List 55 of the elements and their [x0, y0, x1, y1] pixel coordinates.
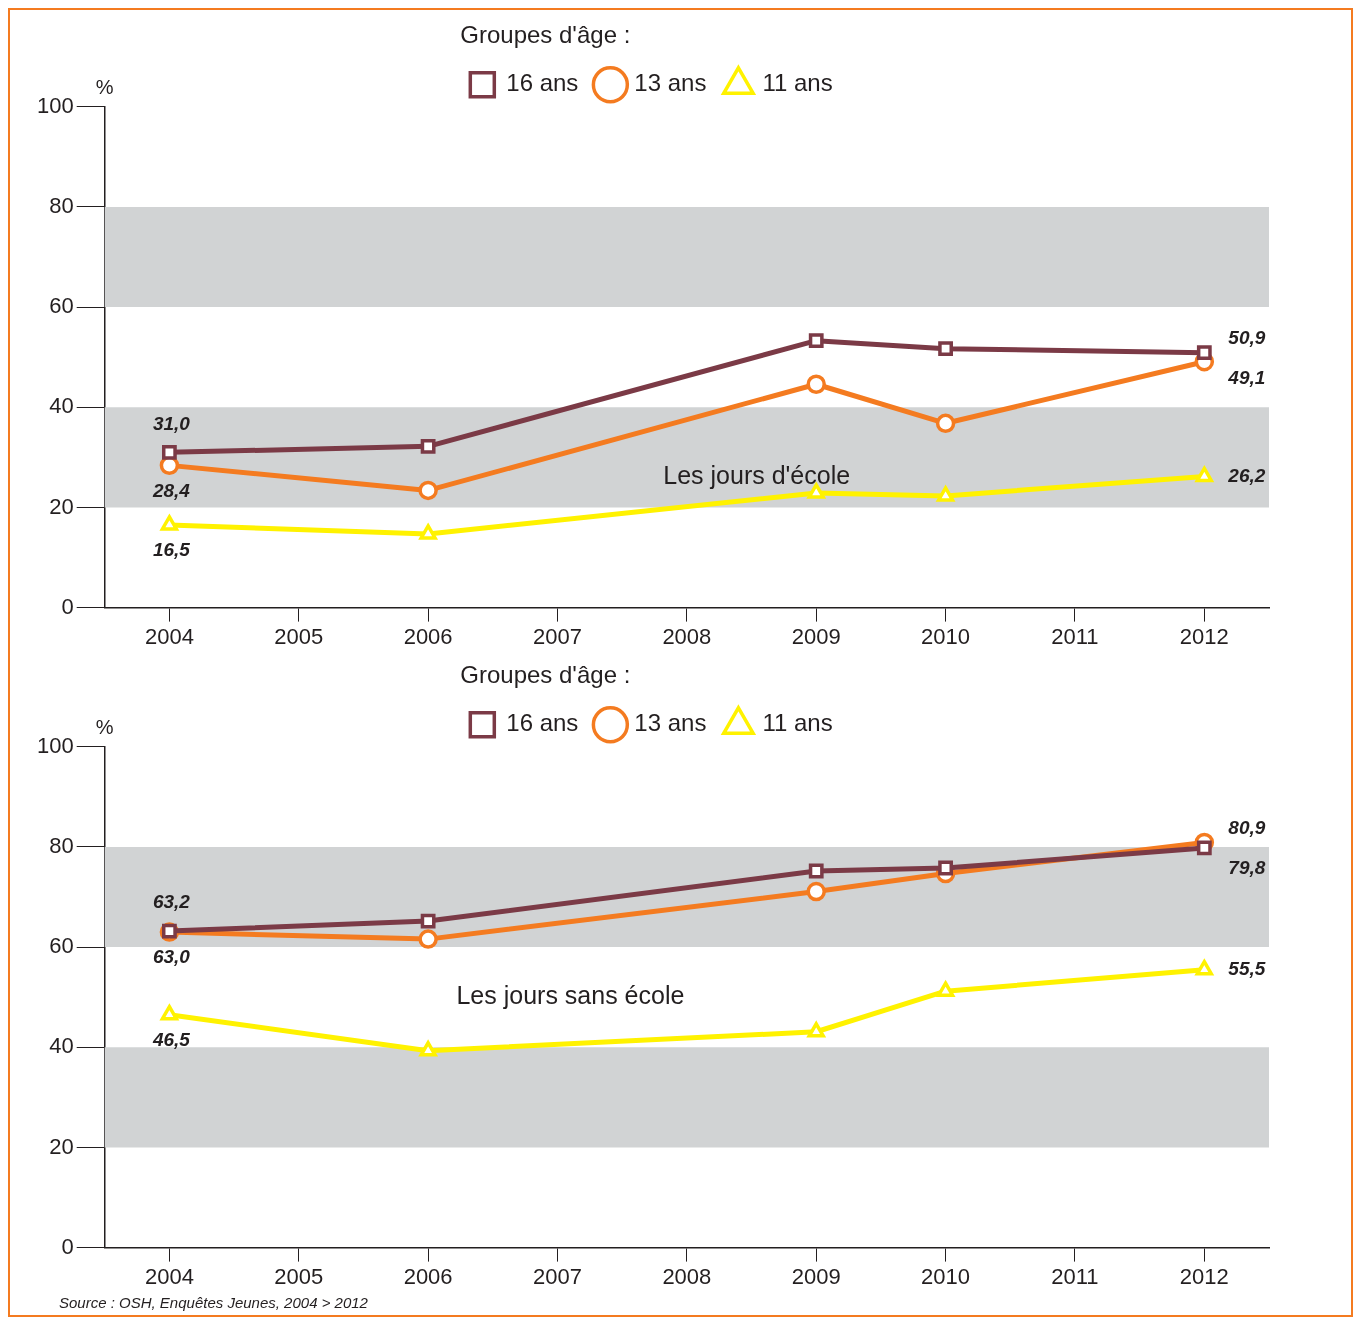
legend-label: 13 ans [634, 69, 707, 97]
y-tick-label: 0 [61, 1233, 74, 1259]
source-note: Source : OSH, Enquêtes Jeunes, 2004 > 2012 [58, 1294, 369, 1311]
x-tick-label: 2009 [791, 1263, 841, 1289]
legend-label: 11 ans [762, 69, 833, 97]
y-tick-label: 80 [49, 193, 74, 219]
y-tick-label: 20 [49, 1133, 74, 1159]
data-label: 50,9 [1228, 326, 1266, 348]
legend-title: Groupes d'âge : [460, 20, 631, 48]
data-label: 63,0 [152, 946, 191, 968]
data-label: 16,5 [152, 539, 191, 561]
data-label: 55,5 [1228, 957, 1266, 979]
y-tick-label: 100 [36, 92, 74, 118]
data-label: 63,2 [152, 891, 191, 913]
x-tick-label: 2008 [662, 623, 712, 649]
x-tick-label: 2012 [1179, 623, 1229, 649]
legend-label: 13 ans [634, 709, 707, 737]
annotation: Les jours sans école [456, 981, 685, 1010]
x-tick-label: 2010 [921, 1263, 971, 1289]
x-tick-label: 2007 [533, 623, 582, 649]
legend-title: Groupes d'âge : [460, 660, 631, 688]
x-tick-label: 2011 [1051, 623, 1099, 649]
x-tick-label: 2007 [533, 1263, 582, 1289]
y-tick-label: 60 [49, 933, 74, 959]
data-label: 79,8 [1228, 856, 1266, 878]
legend-label: 16 ans [506, 709, 579, 737]
x-tick-label: 2004 [144, 623, 194, 649]
y-tick-label: 40 [49, 393, 74, 419]
data-label: 31,0 [152, 412, 191, 434]
x-tick-label: 2006 [403, 1263, 453, 1289]
legend-label: 11 ans [762, 709, 833, 737]
legend-label: 16 ans [506, 69, 579, 97]
x-tick-label: 2009 [791, 623, 841, 649]
x-tick-label: 2008 [662, 1263, 712, 1289]
x-tick-label: 2010 [921, 623, 971, 649]
y-tick-label: 40 [49, 1033, 74, 1059]
data-label: 46,5 [151, 1028, 191, 1050]
y-tick-label: 0 [61, 593, 74, 619]
y-axis-title: % [95, 716, 114, 739]
annotation: Les jours d'école [663, 461, 851, 490]
y-tick-label: 20 [49, 493, 74, 519]
x-tick-label: 2004 [144, 1263, 194, 1289]
data-label: 80,9 [1228, 816, 1266, 838]
x-tick-label: 2006 [403, 623, 453, 649]
data-label: 49,1 [1227, 366, 1266, 388]
x-tick-label: 2012 [1179, 1263, 1229, 1289]
x-tick-label: 2011 [1051, 1263, 1099, 1289]
data-label: 26,2 [1227, 464, 1266, 486]
x-tick-label: 2005 [274, 1263, 324, 1289]
y-axis-title: % [95, 76, 114, 99]
y-tick-label: 80 [49, 833, 74, 859]
x-tick-label: 2005 [274, 623, 324, 649]
data-label: 28,4 [151, 479, 191, 501]
y-tick-label: 60 [49, 293, 74, 319]
y-tick-label: 100 [36, 732, 74, 758]
